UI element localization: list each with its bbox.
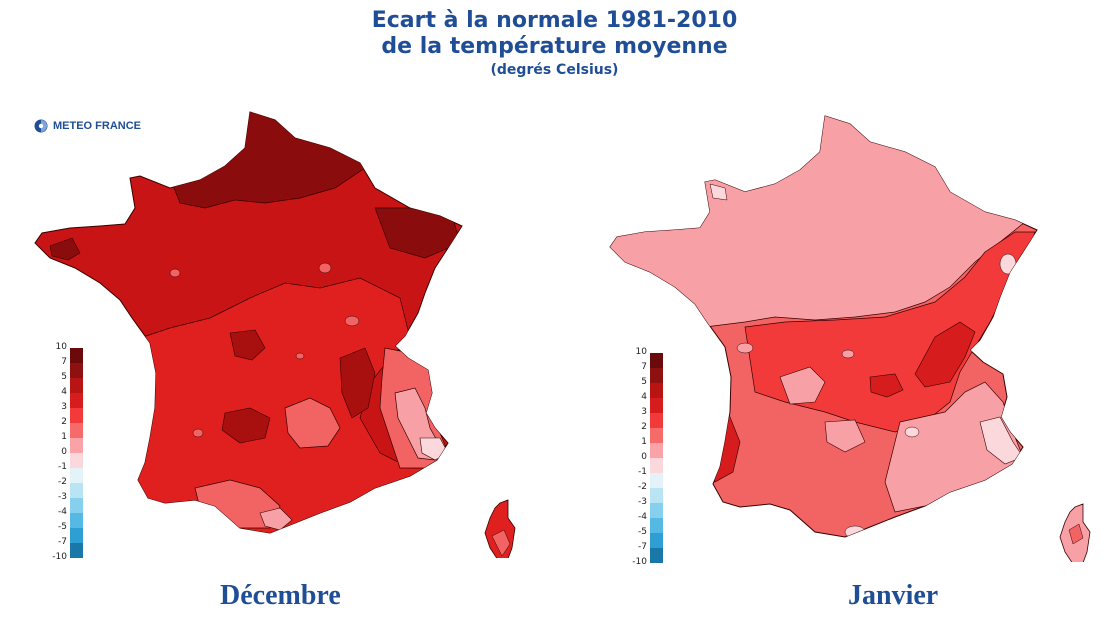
legend-label: -5 [58,522,67,532]
logo-text: METEO FRANCE [53,120,141,132]
legend-row: 1 [625,437,665,458]
legend-row: -7 [625,542,665,563]
legend-label: -4 [638,512,647,522]
legend-swatch [650,503,663,518]
month-label-decembre: Décembre [220,580,341,611]
legend-swatch [70,543,83,558]
legend-row: 2 [45,417,85,438]
legend-row: -7 [45,537,85,558]
legend-label: -7 [638,542,647,552]
legend-row: -2 [45,477,85,498]
legend-row: -2 [625,482,665,503]
legend-label: -7 [58,537,67,547]
legend-row: 10 [625,347,665,368]
legend-row: -3 [625,497,665,518]
legend-swatch [650,518,663,533]
legend-row: -1 [45,462,85,483]
legend-swatch [650,548,663,563]
legend-swatch [650,458,663,473]
legend-decembre: 10 7 5 4 3 2 1 0 -1 -2 -3 -4 -5 -7 -10 [45,342,85,562]
legend-swatch [650,488,663,503]
legend-row: 2 [625,422,665,443]
legend-label: -10 [52,552,67,562]
legend-swatch [70,363,83,378]
legend-swatch [70,498,83,513]
legend-swatch [70,408,83,423]
legend-label: -1 [58,462,67,472]
legend-row: 5 [45,372,85,393]
legend-label: -10 [632,557,647,567]
legend-label: -2 [58,477,67,487]
legend-row: 5 [625,377,665,398]
legend-label: 4 [641,392,647,402]
legend-swatch [70,468,83,483]
legend-row: 10 [45,342,85,363]
legend-row: -5 [625,527,665,548]
map-janvier [609,115,1091,562]
legend-label: 4 [61,387,67,397]
legend-label: 7 [61,357,67,367]
legend-row: 0 [625,452,665,473]
legend-swatch [650,383,663,398]
legend-swatch [650,353,663,368]
legend-row: -4 [45,507,85,528]
legend-label: 1 [641,437,647,447]
legend-swatch [650,368,663,383]
legend-row: 4 [625,392,665,413]
meteo-france-logo: METEO FRANCE [34,119,141,133]
legend-row: 4 [45,387,85,408]
legend-label: -2 [638,482,647,492]
title-line-3: (degrés Celsius) [490,62,619,78]
legend-row: 7 [45,357,85,378]
meteo-france-logo-icon [34,119,48,133]
month-label-janvier: Janvier [848,580,939,611]
map-decembre [34,111,516,558]
page-title: Ecart à la normale 1981-2010 de la tempé… [0,8,1109,80]
legend-swatch [650,428,663,443]
legend-label: 5 [61,372,67,382]
legend-swatch [70,438,83,453]
legend-label: 3 [61,402,67,412]
legend-swatch [70,453,83,468]
title-line-2: de la température moyenne [381,34,728,59]
legend-swatch [650,443,663,458]
legend-label: 7 [641,362,647,372]
legend-label: -4 [58,507,67,517]
legend-label: 2 [641,422,647,432]
legend-label: 0 [641,452,647,462]
legend-swatch [70,483,83,498]
legend-label: -5 [638,527,647,537]
legend-row: -4 [625,512,665,533]
legend-label: 10 [635,347,647,357]
legend-swatch [70,528,83,543]
legend-swatch [70,513,83,528]
legend-row: -1 [625,467,665,488]
legend-row: 3 [45,402,85,423]
legend-label: 2 [61,417,67,427]
legend-label: 1 [61,432,67,442]
legend-label: -3 [58,492,67,502]
legend-label: 5 [641,377,647,387]
legend-label: 3 [641,407,647,417]
legend-label: 10 [55,342,67,352]
legend-row: 7 [625,362,665,383]
title-line-1: Ecart à la normale 1981-2010 [371,8,738,33]
legend-row: 1 [45,432,85,453]
legend-swatch [70,393,83,408]
legend-swatch [650,473,663,488]
legend-row: 3 [625,407,665,428]
legend-swatch [70,348,83,363]
legend-row: -5 [45,522,85,543]
legend-janvier: 10 7 5 4 3 2 1 0 -1 -2 -3 -4 -5 -7 -10 [625,347,665,567]
legend-swatch [70,378,83,393]
legend-label: -1 [638,467,647,477]
legend-swatch [650,413,663,428]
legend-row: -3 [45,492,85,513]
legend-swatch [650,533,663,548]
legend-swatch [650,398,663,413]
legend-swatch [70,423,83,438]
legend-row: 0 [45,447,85,468]
legend-label: 0 [61,447,67,457]
legend-label: -3 [638,497,647,507]
